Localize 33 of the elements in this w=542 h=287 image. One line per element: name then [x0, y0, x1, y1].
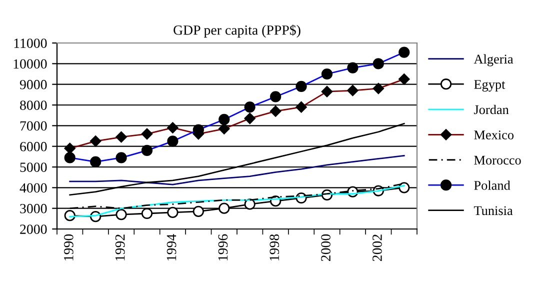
chart-title: GDP per capita (PPP$) [174, 24, 300, 38]
point [141, 208, 153, 220]
legend-label: Mexico [474, 130, 514, 140]
y-tick-label: 5000 [20, 162, 47, 172]
x-tick-label: 2000 [321, 234, 330, 262]
legend-label: Morocco [474, 156, 521, 165]
legend-label: Egypt [474, 80, 506, 92]
legend-label: Algeria [474, 54, 514, 66]
y-tick-label: 7000 [20, 121, 47, 131]
line-series [69, 154, 405, 186]
y-tick-label: 9000 [20, 80, 47, 90]
x-tick-label: 1992 [115, 234, 125, 260]
y-tick-label: 4000 [20, 183, 47, 193]
point [244, 198, 256, 210]
y-tick-label: 10000 [14, 59, 47, 69]
x-tick-label: 1990 [64, 234, 74, 260]
x-tick-label: 1998 [270, 234, 280, 260]
x-tick-label: 1996 [218, 234, 228, 260]
point [167, 206, 178, 218]
y-tick-label: 2000 [20, 224, 47, 234]
point [116, 208, 127, 220]
y-tick-label: 11000 [14, 38, 47, 48]
legend-label: Jordan [474, 104, 509, 114]
point [192, 206, 204, 217]
legend-label: Poland [474, 180, 510, 190]
x-tick-label: 1994 [166, 234, 176, 260]
y-tick-label: 8000 [20, 100, 47, 110]
point [64, 210, 76, 222]
x-tick-label: 2002 [372, 234, 382, 262]
y-tick-label: 6000 [20, 142, 47, 152]
y-tick-label: 3000 [20, 204, 47, 214]
legend-label: Tunisia [474, 206, 513, 216]
point [218, 202, 230, 214]
